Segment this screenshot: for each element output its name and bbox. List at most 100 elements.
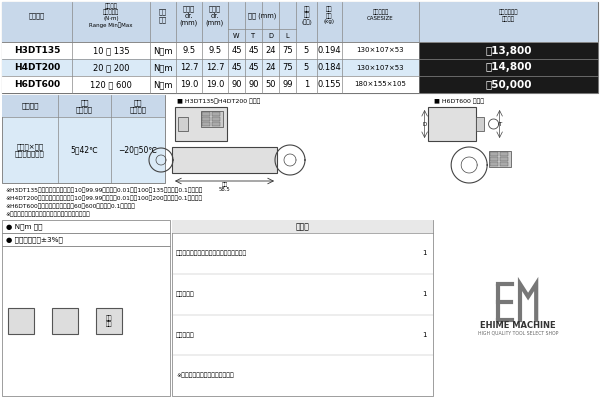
Text: ケース寸法
CASESIZE: ケース寸法 CASESIZE xyxy=(367,10,394,21)
Bar xyxy=(201,111,223,127)
Text: 付属品: 付属品 xyxy=(296,222,310,231)
Text: 20 〜 200: 20 〜 200 xyxy=(93,63,129,72)
Text: 5: 5 xyxy=(304,63,309,72)
Bar xyxy=(2,42,419,59)
Text: ■ H3DT135、H4DT200 寸法図: ■ H3DT135、H4DT200 寸法図 xyxy=(177,98,260,104)
Bar xyxy=(500,152,508,156)
Bar xyxy=(175,107,227,141)
Text: 1: 1 xyxy=(304,80,309,89)
Text: 5: 5 xyxy=(304,46,309,55)
Bar xyxy=(2,2,598,42)
Bar xyxy=(490,162,498,166)
Text: HIGH QUALITY TOOL SELECT SHOP: HIGH QUALITY TOOL SELECT SHOP xyxy=(478,330,558,336)
Bar xyxy=(500,162,508,166)
Text: H4DT200: H4DT200 xyxy=(14,63,60,72)
Bar xyxy=(490,157,498,161)
Text: メーカー希望
小売価格: メーカー希望 小売価格 xyxy=(499,10,518,21)
Text: ※H4DT200のトルク表示桁数は、10～99.99の区間「0.01」、100～200の区間「0.1」です。: ※H4DT200のトルク表示桁数は、10～99.99の区間「0.01」、100～… xyxy=(5,195,202,201)
Bar xyxy=(500,157,508,161)
Bar xyxy=(172,220,433,396)
Text: 0.194: 0.194 xyxy=(317,46,341,55)
Bar xyxy=(212,117,220,121)
Bar xyxy=(172,147,277,173)
Text: ※単４形アルカリ乾電池（別売）: ※単４形アルカリ乾電池（別売） xyxy=(176,373,234,378)
Text: 寸法 (mm): 寸法 (mm) xyxy=(248,12,276,19)
Bar xyxy=(2,76,419,93)
Text: 使用
温度範囲: 使用 温度範囲 xyxy=(76,99,93,113)
Bar xyxy=(476,117,484,131)
Text: 製品番号: 製品番号 xyxy=(29,12,45,19)
Text: 1: 1 xyxy=(422,250,427,256)
Text: 使用電池: 使用電池 xyxy=(21,103,39,109)
Text: D: D xyxy=(268,33,273,39)
Text: 75: 75 xyxy=(282,46,293,55)
Bar xyxy=(228,29,296,42)
Text: 180×155×105: 180×155×105 xyxy=(355,82,406,88)
Bar xyxy=(8,308,34,334)
Text: −20〜50℃: −20〜50℃ xyxy=(119,146,157,154)
Bar xyxy=(428,107,476,141)
Text: ● トルク精度（±3%）: ● トルク精度（±3%） xyxy=(6,236,63,243)
Text: 本体
質量
(kg): 本体 質量 (kg) xyxy=(324,6,335,24)
Text: N・m: N・m xyxy=(153,46,173,55)
Text: 出力角
dr.
(mm): 出力角 dr. (mm) xyxy=(206,5,224,26)
Bar xyxy=(419,59,598,76)
Text: 24: 24 xyxy=(265,63,276,72)
Text: 0.155: 0.155 xyxy=(317,80,341,89)
Text: 45: 45 xyxy=(248,46,259,55)
Text: 5〜42℃: 5〜42℃ xyxy=(71,146,98,154)
Text: D: D xyxy=(422,121,427,127)
Text: T: T xyxy=(251,33,256,39)
Text: 99: 99 xyxy=(282,80,293,89)
Bar xyxy=(96,308,122,334)
Text: 90: 90 xyxy=(248,80,259,89)
Text: 能力範囲
最小〜最大
(N·m)
Range Min〜Max: 能力範囲 最小〜最大 (N·m) Range Min〜Max xyxy=(89,3,133,28)
Text: ※H3DT135のトルク表示桁数は、10～99.99の区間「0.01」、100～135の区間「0.1」です。: ※H3DT135のトルク表示桁数は、10～99.99の区間「0.01」、100～… xyxy=(5,187,202,193)
Text: 12.7: 12.7 xyxy=(180,63,198,72)
Text: N・m: N・m xyxy=(153,80,173,89)
Text: W: W xyxy=(233,33,240,39)
Text: 130×107×53: 130×107×53 xyxy=(356,64,404,70)
Text: ■ H6DT600 寸法図: ■ H6DT600 寸法図 xyxy=(434,98,484,104)
Bar xyxy=(2,246,170,396)
Text: 45: 45 xyxy=(231,63,242,72)
Bar xyxy=(202,122,210,126)
Text: 1: 1 xyxy=(422,332,427,338)
Bar xyxy=(2,95,598,183)
Bar xyxy=(2,59,419,76)
Text: 9.5: 9.5 xyxy=(182,46,196,55)
Bar xyxy=(2,2,598,93)
Bar xyxy=(2,95,165,183)
Bar xyxy=(52,308,78,334)
Text: 130×107×53: 130×107×53 xyxy=(356,47,404,53)
Bar xyxy=(490,152,498,156)
Text: ￥14,800: ￥14,800 xyxy=(485,62,532,72)
Text: 1: 1 xyxy=(422,291,427,297)
Text: 12.7: 12.7 xyxy=(206,63,224,72)
Bar xyxy=(167,95,598,183)
Bar xyxy=(2,233,170,246)
Text: L: L xyxy=(286,33,289,39)
Text: 19.0: 19.0 xyxy=(206,80,224,89)
Text: 校正証明書（トレーサビリティ体系図付）: 校正証明書（トレーサビリティ体系図付） xyxy=(176,251,247,256)
Text: 45: 45 xyxy=(248,63,259,72)
Bar xyxy=(172,220,433,233)
Text: 取扱説明書: 取扱説明書 xyxy=(176,291,195,297)
Text: 測定
機能: 測定 機能 xyxy=(106,315,112,327)
Text: 10 〜 135: 10 〜 135 xyxy=(92,46,130,55)
Text: ● N・m 仕様: ● N・m 仕様 xyxy=(6,223,43,230)
Text: 差込角
dr.
(mm): 差込角 dr. (mm) xyxy=(180,5,198,26)
Text: ￥50,000: ￥50,000 xyxy=(485,80,532,90)
Text: H6DT600: H6DT600 xyxy=(14,80,60,89)
Text: ￥13,800: ￥13,800 xyxy=(485,45,532,55)
Text: T: T xyxy=(498,121,501,127)
Text: H3DT135: H3DT135 xyxy=(14,46,60,55)
Text: EHIME MACHINE: EHIME MACHINE xyxy=(480,322,556,330)
Text: 単４形×２本
アルカリ乾電池: 単４形×２本 アルカリ乾電池 xyxy=(15,143,45,157)
Text: 最大
58.5: 最大 58.5 xyxy=(218,181,230,192)
Bar xyxy=(419,76,598,93)
Bar xyxy=(178,117,188,131)
Text: ※本体質量に、電池の質量は含まれておりません。: ※本体質量に、電池の質量は含まれておりません。 xyxy=(5,211,90,217)
Text: 19.0: 19.0 xyxy=(180,80,198,89)
Text: 45: 45 xyxy=(231,46,242,55)
